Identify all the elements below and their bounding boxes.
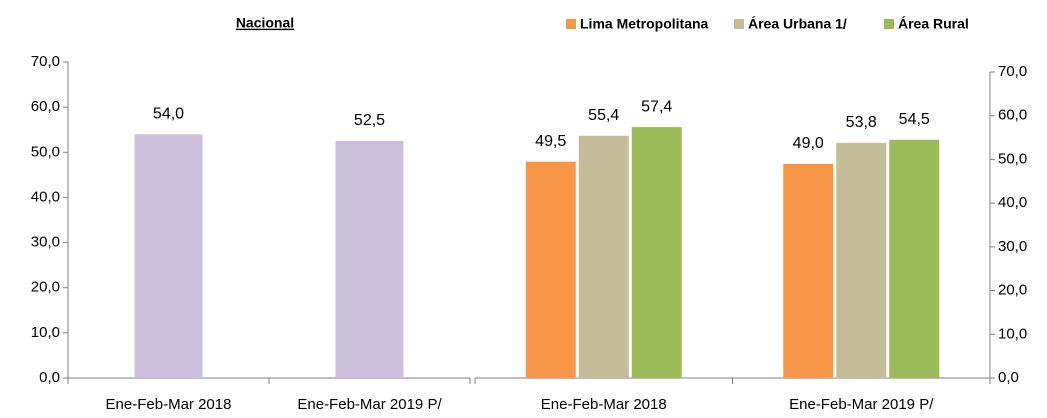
value-label: 53,8 — [846, 114, 877, 131]
chart-title: Nacional — [236, 15, 294, 31]
bar — [525, 161, 576, 378]
x-tick-label: Ene-Feb-Mar 2018 — [541, 396, 667, 413]
value-label: 49,5 — [535, 133, 566, 150]
legend-swatch — [734, 19, 744, 29]
y-tick-label: 50,0 — [998, 150, 1027, 167]
x-tick-label: Ene-Feb-Mar 2019 P/ — [789, 396, 934, 413]
value-label: 49,0 — [793, 135, 824, 152]
value-label: 55,4 — [588, 107, 619, 124]
value-label: 52,5 — [354, 112, 385, 129]
legend-swatch — [884, 19, 894, 29]
legend-swatch — [566, 19, 576, 29]
y-tick-label: 20,0 — [998, 282, 1027, 299]
bar — [335, 141, 404, 378]
y-tick-label: 10,0 — [31, 324, 60, 341]
y-tick-label: 0,0 — [39, 369, 60, 386]
y-tick-label: 30,0 — [31, 234, 60, 251]
legend-label: Área Rural — [898, 16, 969, 32]
y-tick-label: 60,0 — [31, 98, 60, 115]
value-label: 54,0 — [153, 105, 184, 122]
y-tick-label: 20,0 — [31, 279, 60, 296]
y-tick-label: 40,0 — [31, 188, 60, 205]
value-label: 54,5 — [899, 111, 930, 128]
value-label: 57,4 — [641, 98, 672, 115]
bar — [631, 127, 682, 378]
y-tick-label: 10,0 — [998, 325, 1027, 342]
legend-label: Área Urbana 1/ — [748, 16, 847, 32]
y-tick-label: 0,0 — [998, 369, 1019, 386]
legend-label: Lima Metropolitana — [580, 16, 709, 32]
bar — [578, 135, 629, 378]
y-tick-label: 50,0 — [31, 143, 60, 160]
x-tick-label: Ene-Feb-Mar 2018 — [106, 396, 232, 413]
y-tick-label: 30,0 — [998, 238, 1027, 255]
y-tick-label: 60,0 — [998, 107, 1027, 124]
bar — [783, 163, 834, 378]
bar — [134, 134, 203, 378]
bar — [889, 139, 940, 378]
bar — [836, 142, 887, 378]
y-tick-label: 70,0 — [998, 63, 1027, 80]
x-tick-label: Ene-Feb-Mar 2019 P/ — [297, 396, 442, 413]
y-tick-label: 40,0 — [998, 194, 1027, 211]
y-tick-label: 70,0 — [31, 53, 60, 70]
